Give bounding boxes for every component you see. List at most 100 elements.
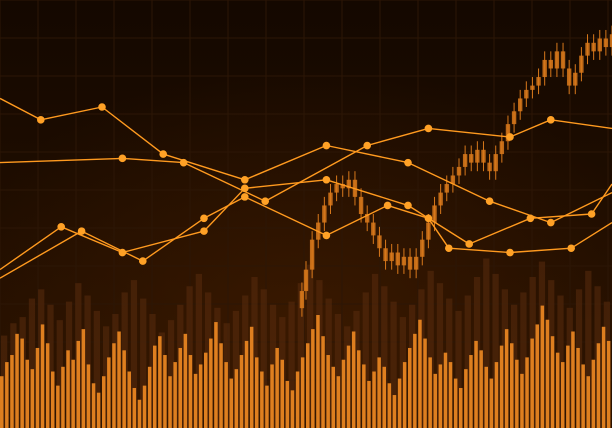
candle-body [469,154,474,163]
volume-bar [336,376,341,428]
volume-bar [107,357,111,428]
volume-bar [5,362,9,428]
series-point [363,141,372,150]
candle-body [303,269,309,292]
volume-bar [244,340,249,428]
volume-bar-background [167,320,175,428]
volume-bar [418,319,422,428]
volume-bar [214,322,218,428]
volume-bar [270,364,274,428]
candle-body [309,239,315,270]
volume-bar [204,352,208,428]
volume-bar [504,329,509,428]
volume-bar [163,355,167,428]
volume-bar [224,362,228,428]
series-line [0,97,612,224]
volume-bar [209,338,213,428]
volume-bar-background [492,273,499,428]
volume-bar [489,378,494,428]
volume-bar [387,383,392,428]
series-point [465,240,474,248]
volume-bar [295,371,300,428]
candle-body [554,51,560,69]
volume-bar [265,385,269,428]
candle-body [560,51,566,69]
volume-bar [469,355,473,428]
series-point [322,175,331,184]
series-point [424,214,433,223]
candle-body [371,222,376,236]
volume-bar-background [307,264,314,428]
volume-bar [117,331,121,428]
volume-bar-background [260,289,267,428]
series-point [567,244,575,253]
candle-body [340,184,345,189]
volume-bar-background [140,298,147,428]
volume-bar-background [84,295,91,428]
series-point [37,116,45,124]
volume-bar [306,343,310,428]
volume-bar [372,371,376,428]
volume-bar [45,343,50,428]
volume-bar [413,333,417,428]
volume-bar [566,345,570,428]
volume-bar [586,376,590,428]
volume-bar [576,347,580,428]
volume-bar [275,347,279,428]
volume-bar [316,315,320,428]
volume-bar [112,343,116,428]
candle-body [548,59,553,69]
volume-bar [377,357,381,428]
volume-bar [234,369,239,428]
series-line [0,196,612,279]
volume-bar-background [409,304,416,428]
volume-bar [382,366,386,428]
volume-bar [606,340,611,428]
volume-bar [561,362,565,428]
volume-bar-background [455,310,462,428]
volume-bar [280,359,284,428]
volume-bar [550,336,555,428]
volume-bar [178,347,182,428]
candle-body [536,77,541,86]
volume-bar [51,371,55,428]
volume-bar [581,364,585,428]
volume-bar [464,369,468,428]
series-point [322,141,331,150]
volume-bar-background [47,304,54,428]
candle-body [573,72,578,86]
volume-bar [397,378,402,428]
volume-bar [474,340,478,428]
volume-bar [81,329,86,428]
candle-body [346,179,352,189]
volume-bar [249,326,254,428]
series-point [241,184,249,193]
volume-bar [15,333,19,428]
volume-bar-background [483,258,490,428]
series-point [547,218,555,227]
volume-bar [147,366,152,428]
volume-bar [346,345,351,428]
candle-body [299,291,305,309]
volume-bar [0,376,4,428]
volume-bar-background [103,326,110,428]
candle-body [438,192,443,206]
volume-bar-background [297,283,304,428]
candle-body [395,252,400,266]
series-point [98,103,106,111]
volume-bar-background [288,301,295,428]
series-point [241,193,249,201]
candle-body [597,38,602,52]
candle-body [542,59,547,78]
candle-body [413,256,419,270]
volume-bar [260,371,264,428]
series-point [506,248,514,257]
series-point [547,116,555,124]
volume-bar [326,355,330,428]
volume-bar-background [501,289,508,428]
line-points [37,103,596,265]
volume-bar [499,345,504,428]
candle-body [566,68,572,86]
volume-bar [71,359,75,428]
volume-bar [311,329,315,428]
